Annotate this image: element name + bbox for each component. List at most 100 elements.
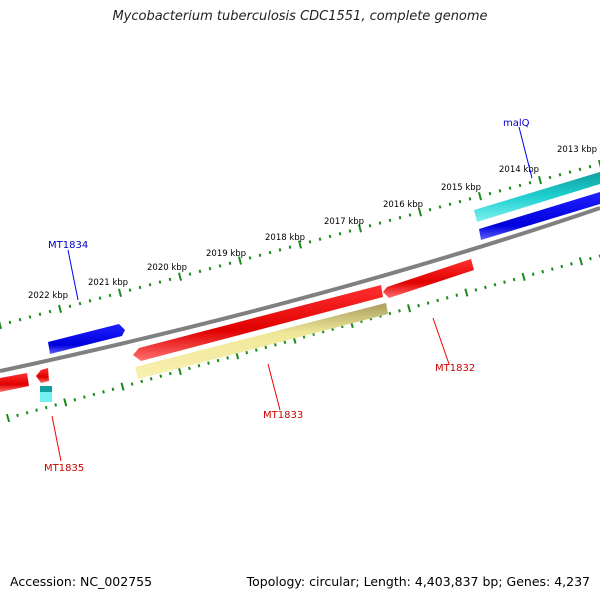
gene-MT1834-arrow[interactable] xyxy=(48,324,125,354)
lower-minor-tick xyxy=(197,364,201,368)
lower-minor-tick xyxy=(159,374,163,378)
upper-minor-tick xyxy=(148,283,152,287)
gene-MT1833-arrow[interactable] xyxy=(133,285,383,361)
lower-minor-tick xyxy=(512,277,516,282)
lower-major-tick xyxy=(407,304,412,313)
upper-minor-tick xyxy=(508,186,512,190)
upper-minor-tick xyxy=(368,224,372,228)
upper-minor-tick xyxy=(258,253,262,257)
lower-minor-tick xyxy=(388,311,392,316)
upper-minor-tick xyxy=(68,304,72,308)
gene-malQ-cyan-feature[interactable] xyxy=(474,172,600,222)
gene-label-leaders xyxy=(51,126,533,462)
leader-MT1832 xyxy=(432,317,450,365)
lower-minor-tick xyxy=(168,371,172,376)
gene-MT1832-arrow[interactable] xyxy=(383,259,474,298)
gene-MT1835-left-fragment[interactable] xyxy=(0,373,29,392)
gene-malQ[interactable] xyxy=(474,172,600,240)
upper-minor-tick xyxy=(188,272,192,276)
gene-label-MT1835[interactable]: MT1835 xyxy=(44,463,84,474)
lower-minor-tick xyxy=(398,309,401,313)
gene-MT1834[interactable] xyxy=(48,324,125,354)
lower-minor-tick xyxy=(560,264,564,269)
upper-minor-tick xyxy=(248,256,252,260)
upper-minor-tick xyxy=(428,207,432,212)
kbp-label-2014: 2014 kbp xyxy=(499,165,539,175)
gene-label-MT1834[interactable]: MT1834 xyxy=(48,240,88,251)
upper-minor-tick xyxy=(568,170,572,174)
upper-minor-tick xyxy=(318,237,322,241)
upper-minor-tick xyxy=(268,250,272,255)
lower-minor-tick xyxy=(254,348,258,352)
upper-minor-tick xyxy=(228,261,232,265)
kbp-label-2013: 2013 kbp xyxy=(557,145,597,155)
upper-major-tick xyxy=(238,256,242,265)
lower-minor-tick xyxy=(541,269,545,274)
gene-label-malQ[interactable]: malQ xyxy=(503,118,530,129)
upper-minor-tick xyxy=(48,309,52,314)
upper-minor-tick xyxy=(218,264,222,268)
gene-MT1835-cyan-feature[interactable] xyxy=(40,392,52,402)
upper-minor-tick xyxy=(558,173,562,177)
upper-minor-tick xyxy=(528,181,532,185)
upper-minor-tick xyxy=(548,175,552,180)
upper-minor-tick xyxy=(8,320,12,325)
gene-MT1835[interactable] xyxy=(0,368,52,402)
lower-minor-tick xyxy=(474,288,478,292)
upper-minor-tick xyxy=(28,315,32,319)
lower-major-tick xyxy=(5,413,11,423)
lower-minor-tick xyxy=(283,340,287,344)
accession-text: Accession: NC_002755 xyxy=(10,574,153,589)
leader-malQ xyxy=(518,126,533,179)
leader-MT1834 xyxy=(67,249,79,301)
lower-minor-tick xyxy=(25,411,29,415)
gene-MT1835-arrow[interactable] xyxy=(36,368,49,383)
kbp-label-2021: 2021 kbp xyxy=(88,278,128,288)
lower-minor-tick xyxy=(149,377,153,381)
lower-minor-tick xyxy=(16,413,19,418)
upper-minor-tick xyxy=(408,213,412,217)
gene-MT1832[interactable] xyxy=(383,259,474,298)
kbp-label-2019: 2019 kbp xyxy=(206,249,246,259)
lower-minor-tick xyxy=(436,298,440,303)
upper-minor-tick xyxy=(458,199,462,204)
upper-major-tick xyxy=(58,304,62,314)
lower-minor-tick xyxy=(207,361,210,365)
upper-minor-tick xyxy=(18,317,22,322)
upper-minor-tick xyxy=(448,202,452,206)
kbp-label-2022: 2022 kbp xyxy=(28,291,68,301)
map-title: Mycobacterium tuberculosis CDC1551, comp… xyxy=(112,9,488,24)
kbp-label-2016: 2016 kbp xyxy=(383,200,423,210)
lower-minor-tick xyxy=(484,285,487,290)
lower-minor-tick xyxy=(302,335,306,339)
gene-MT1833[interactable] xyxy=(133,285,388,379)
gene-MT1833-misc-feature[interactable] xyxy=(135,303,388,379)
leader-MT1833 xyxy=(267,363,281,411)
upper-minor-tick xyxy=(288,245,292,249)
upper-minor-tick xyxy=(378,221,382,225)
lower-minor-tick xyxy=(550,267,554,271)
lower-major-tick xyxy=(177,366,182,376)
upper-minor-tick xyxy=(88,299,92,303)
upper-major-tick xyxy=(598,159,600,169)
upper-minor-tick xyxy=(208,266,212,271)
lower-minor-tick xyxy=(417,303,420,308)
lower-major-tick xyxy=(521,272,526,282)
upper-minor-tick xyxy=(278,248,282,252)
upper-minor-tick xyxy=(108,293,112,298)
upper-minor-tick xyxy=(398,215,402,220)
lower-minor-tick xyxy=(445,296,449,300)
upper-minor-tick xyxy=(488,191,492,196)
lower-major-tick xyxy=(464,288,469,297)
lower-minor-tick xyxy=(426,301,430,305)
upper-minor-tick xyxy=(158,280,162,284)
upper-minor-tick xyxy=(388,218,392,223)
gene-label-MT1833[interactable]: MT1833 xyxy=(263,410,303,421)
lower-minor-tick xyxy=(35,408,38,412)
kbp-label-2015: 2015 kbp xyxy=(441,183,481,193)
gene-label-MT1832[interactable]: MT1832 xyxy=(435,363,475,374)
upper-minor-tick xyxy=(198,269,202,274)
lower-major-tick xyxy=(63,398,68,407)
gene-malQ-arrow[interactable] xyxy=(479,192,600,240)
lower-minor-tick xyxy=(245,350,249,355)
